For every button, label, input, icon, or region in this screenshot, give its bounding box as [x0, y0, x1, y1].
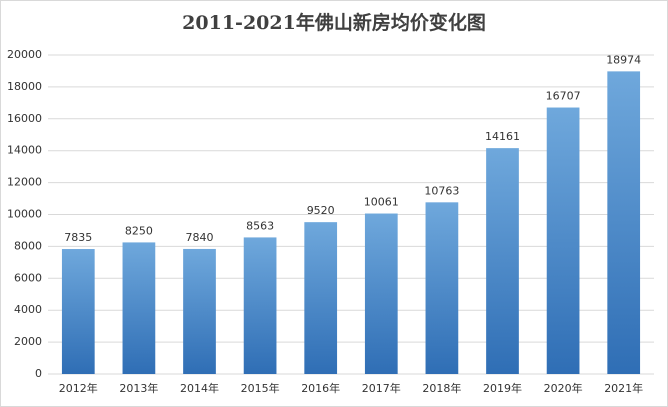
data-label: 8563: [246, 219, 274, 232]
x-tick-label: 2018年: [422, 381, 461, 395]
data-label: 14161: [485, 130, 520, 143]
bar: [607, 71, 641, 375]
bar: [425, 202, 459, 374]
x-tick-label: 2015年: [241, 381, 280, 395]
y-tick-label: 20000: [7, 48, 42, 61]
bar: [486, 148, 519, 374]
bar: [61, 249, 95, 374]
data-label: 9520: [307, 204, 335, 217]
y-tick-label: 8000: [14, 239, 42, 252]
x-tick-label: 2020年: [544, 381, 583, 395]
y-tick-label: 0: [35, 367, 42, 380]
x-tick-label: 2013年: [119, 381, 158, 395]
x-tick-label: 2021年: [604, 381, 643, 395]
bar: [364, 213, 398, 374]
data-label: 8250: [125, 224, 153, 237]
y-tick-label: 2000: [14, 335, 42, 348]
data-label: 16707: [546, 90, 581, 103]
data-label: 10061: [364, 196, 399, 209]
y-tick-label: 16000: [7, 112, 42, 125]
y-tick-label: 10000: [7, 208, 42, 221]
y-tick-label: 6000: [14, 271, 42, 284]
bar: [243, 237, 277, 374]
data-label: 7835: [64, 231, 92, 244]
y-tick-label: 12000: [7, 176, 42, 189]
x-tick-label: 2016年: [301, 381, 340, 395]
data-label: 18974: [606, 53, 641, 66]
x-tick-label: 2017年: [362, 381, 401, 395]
data-label: 7840: [186, 231, 214, 244]
data-label: 10763: [424, 184, 459, 197]
x-tick-label: 2012年: [59, 381, 98, 395]
x-tick-label: 2019年: [483, 381, 522, 395]
y-tick-label: 14000: [7, 144, 42, 157]
bar: [546, 107, 580, 375]
x-tick-label: 2014年: [180, 381, 219, 395]
bar: [304, 222, 338, 374]
bar: [122, 242, 156, 374]
y-tick-label: 4000: [14, 303, 42, 316]
bar: [183, 248, 216, 374]
chart-title: 2011-2021年佛山新房均价变化图: [182, 11, 486, 34]
y-tick-label: 18000: [7, 80, 42, 93]
